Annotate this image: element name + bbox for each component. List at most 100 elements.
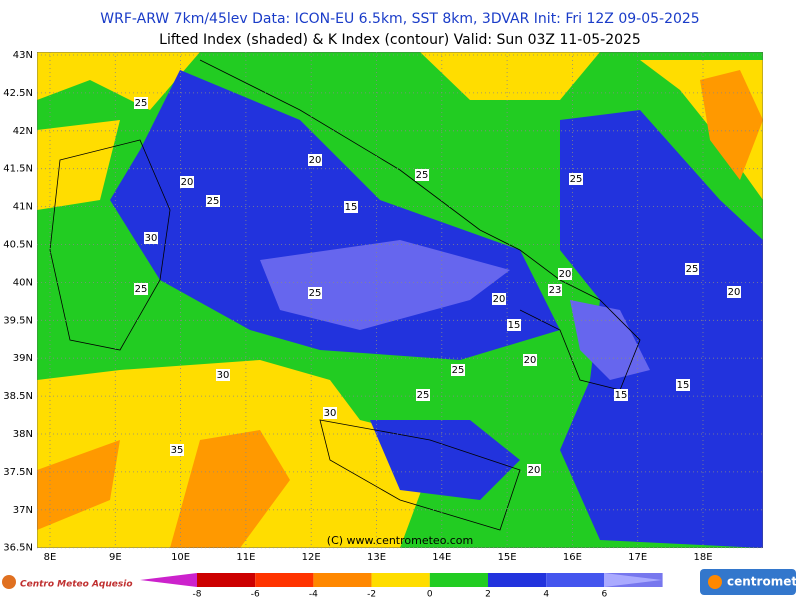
- contour-label: 20: [309, 155, 322, 166]
- contour-label-bg: [492, 293, 506, 305]
- contour-label-bg: [308, 287, 322, 299]
- colorbar-segment: [488, 573, 547, 587]
- lon-label: 12E: [302, 552, 321, 563]
- contour-label: 30: [324, 408, 337, 419]
- contour-label-bg: [216, 369, 230, 381]
- contour-label: 23: [549, 285, 562, 296]
- colorbar-segment: [313, 573, 372, 587]
- contour-label: 25: [570, 174, 583, 185]
- graticule: 43N 42.5N 42N 41.5N 41N 40.5N 40N 39.5N 39N 38.5N…: [3, 50, 763, 563]
- lat-label: 37N: [13, 505, 33, 516]
- contour-label-bg: [134, 283, 148, 295]
- contour-label: 20: [528, 465, 541, 476]
- credit: (C) www.centrometeo.com: [327, 534, 473, 547]
- lon-label: 9E: [109, 552, 122, 563]
- contour-label-bg: [451, 364, 465, 376]
- header-line1: WRF-ARW 7km/45lev Data: ICON-EU 6.5km, S…: [100, 11, 699, 27]
- contour-label: 15: [615, 390, 628, 401]
- contour-label-bg: [308, 154, 322, 166]
- contour-label-bg: [170, 444, 184, 456]
- contour-label: 20: [728, 287, 741, 298]
- colorbar-tick-label: 0: [427, 590, 433, 600]
- lon-label: 10E: [171, 552, 190, 563]
- contour-label: 25: [207, 196, 220, 207]
- left-logo-icon: [2, 575, 16, 589]
- right-logo-bg: [700, 569, 796, 595]
- contour-label-bg: [527, 464, 541, 476]
- lon-label: 15E: [498, 552, 517, 563]
- map-field: [37, 52, 763, 548]
- contour-label-bg: [415, 169, 429, 181]
- lon-label: 8E: [44, 552, 57, 563]
- colorbar-tick-label: -2: [367, 590, 376, 600]
- colorbar-tick-label: -4: [309, 590, 318, 600]
- contour-label-bg: [180, 176, 194, 188]
- colorbar-segment: [429, 573, 488, 587]
- lat-label: 39N: [13, 353, 33, 364]
- contour-label: 20: [559, 269, 572, 280]
- lat-label: 40.5N: [3, 240, 33, 251]
- right-logo: centrometeo: [727, 575, 800, 589]
- contour-label: 20: [524, 355, 537, 366]
- lon-label: 16E: [563, 552, 582, 563]
- contour-label: 20: [181, 177, 194, 188]
- contour-label-bg: [323, 407, 337, 419]
- contour-label: 15: [345, 202, 358, 213]
- contour-label-bg: [134, 97, 148, 109]
- colorbar-segment: [197, 573, 256, 587]
- contour-label-bg: [685, 263, 699, 275]
- contour-label-bg: [548, 284, 562, 296]
- colorbar-tick-label: 4: [543, 590, 549, 600]
- contour-label: 30: [217, 370, 230, 381]
- colorbar-arrow-right: [604, 573, 662, 587]
- contour-label-bg: [416, 389, 430, 401]
- colorbar-segment: [371, 573, 430, 587]
- contour-label: 25: [452, 365, 465, 376]
- contour-label: 25: [135, 284, 148, 295]
- contour-label: 25: [686, 264, 699, 275]
- lon-label: 11E: [236, 552, 255, 563]
- contour-label-bg: [344, 201, 358, 213]
- left-logo: Centro Meteo Aquesio: [20, 580, 133, 590]
- lon-label: 17E: [628, 552, 647, 563]
- contour-label-bg: [523, 354, 537, 366]
- colorbar-tick-label: 6: [602, 590, 608, 600]
- right-logo-icon: [708, 575, 722, 589]
- lat-label: 38N: [13, 429, 33, 440]
- contour-label-bg: [558, 268, 572, 280]
- contour-label: 25: [135, 98, 148, 109]
- lat-label: 40N: [13, 277, 33, 288]
- header-line2: Lifted Index (shaded) & K Index (contour…: [159, 32, 641, 48]
- colorbar-tick-label: -8: [193, 590, 202, 600]
- colorbar-arrow-left: [140, 573, 197, 587]
- colorbar: -8 -6 -4 -2 0 2 4 6: [140, 573, 663, 600]
- colorbar-segment: [255, 573, 314, 587]
- contour-label: 15: [508, 320, 521, 331]
- lat-label: 39.5N: [3, 315, 33, 326]
- lat-label: 37.5N: [3, 467, 33, 478]
- contour-label-bg: [206, 195, 220, 207]
- contour-label-bg: [144, 232, 158, 244]
- lat-label: 41N: [13, 202, 33, 213]
- contour-label-bg: [569, 173, 583, 185]
- lon-label: 14E: [432, 552, 451, 563]
- colorbar-tick-label: 2: [485, 590, 491, 600]
- lon-label: 18E: [693, 552, 712, 563]
- contour-label: 25: [417, 390, 430, 401]
- lon-label: 13E: [367, 552, 386, 563]
- contour-label: 15: [677, 380, 690, 391]
- contour-label-bg: [507, 319, 521, 331]
- contour-label: 30: [145, 233, 158, 244]
- lat-label: 41.5N: [3, 164, 33, 175]
- contour-label-bg: [614, 389, 628, 401]
- lat-label: 38.5N: [3, 391, 33, 402]
- contour-label-bg: [727, 286, 741, 298]
- lat-label: 36.5N: [3, 543, 33, 554]
- lat-label: 43N: [13, 50, 33, 61]
- contour-label: 20: [493, 294, 506, 305]
- colorbar-segment: [546, 573, 605, 587]
- colorbar-tick-label: -6: [251, 590, 260, 600]
- lat-label: 42.5N: [3, 88, 33, 99]
- contour-label: 25: [416, 170, 429, 181]
